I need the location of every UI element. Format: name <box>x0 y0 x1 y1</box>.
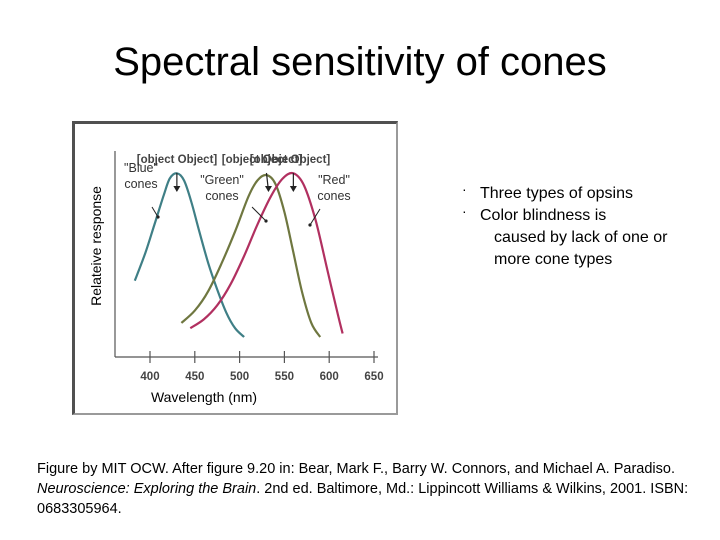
peak-label: [object Object] <box>250 154 331 166</box>
bullet-item: · Color blindness is caused by lack of o… <box>462 203 702 271</box>
y-axis-label: Relateive response <box>88 186 104 306</box>
peak-label: [object Object] <box>222 154 303 166</box>
caption-text: Figure by MIT OCW. After figure 9.20 in:… <box>37 461 675 477</box>
caption-text-end: . 2nd ed. Baltimore, Md.: Lippincott Wil… <box>37 481 689 517</box>
bullet-continuation: caused by lack of one or more cone types <box>494 229 668 268</box>
peak-arrowhead-icon <box>173 186 181 192</box>
caption-book-title: Neuroscience: Exploring the Brain <box>37 481 257 497</box>
x-tick-label: 400 <box>140 371 159 383</box>
figure-frame <box>72 121 398 415</box>
slide-title: Spectral sensitivity of cones <box>113 40 607 84</box>
series-label-line2: cones <box>317 189 350 203</box>
x-tick-label: 500 <box>230 371 249 383</box>
label-pointer-dot-icon <box>264 219 268 223</box>
x-tick-label: 550 <box>275 371 294 383</box>
series-line-0 <box>133 172 245 338</box>
label-pointer-icon <box>151 206 159 218</box>
series-label-line1: "Red" <box>318 173 350 187</box>
label-pointer-icon <box>251 206 267 222</box>
series-label-line1: "Green" <box>200 173 244 187</box>
x-tick-label: 600 <box>320 371 339 383</box>
series-label-line1: "Blue" <box>124 161 158 175</box>
peak-label: [object Object] <box>137 154 218 166</box>
bullet-dot-icon: · <box>462 203 467 219</box>
bullet-item: · Three types of opsins <box>462 181 702 205</box>
series-label-line2: cones <box>124 177 157 191</box>
peak-arrowhead-icon <box>289 186 297 192</box>
bullet-list: · Three types of opsins · Color blindnes… <box>462 181 702 271</box>
series-line-2 <box>189 171 344 334</box>
x-axis-label: Wavelength (nm) <box>151 389 257 405</box>
x-tick-label: 650 <box>364 371 383 383</box>
bullet-text: Three types of opsins <box>480 185 633 202</box>
series-line-1 <box>180 173 322 338</box>
spectral-chart: 400 450 500 550 600 650 Wavelength (nm) Relatei… <box>88 151 384 405</box>
figure-caption: Figure by MIT OCW. After figure 9.20 in:… <box>37 459 697 519</box>
series-label-line2: cones <box>205 189 238 203</box>
peak-arrowhead-icon <box>264 186 272 192</box>
label-pointer-dot-icon <box>156 215 160 219</box>
bullet-dot-icon: · <box>462 181 467 197</box>
label-pointer-dot-icon <box>308 223 312 227</box>
x-tick-label: 450 <box>185 371 204 383</box>
bullet-text: Color blindness is <box>480 207 607 224</box>
label-pointer-icon <box>309 208 321 226</box>
